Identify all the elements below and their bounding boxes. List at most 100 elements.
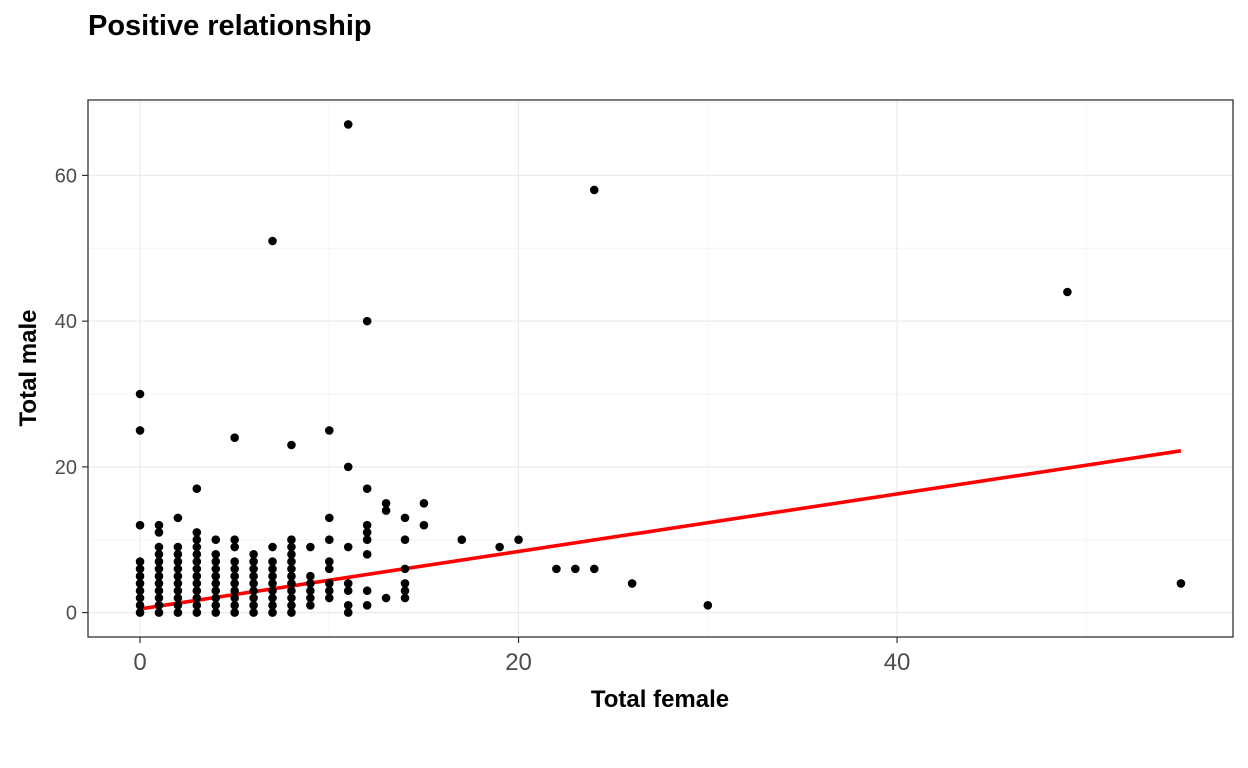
data-point [154,564,164,574]
data-point [589,564,599,574]
data-point [173,571,183,581]
data-point [249,557,258,566]
data-point [211,571,221,581]
data-point [381,593,391,603]
data-point [343,120,353,129]
data-point [268,564,277,574]
data-point [192,564,202,574]
data-point [192,528,202,537]
data-point [211,608,221,617]
data-point [306,586,315,596]
data-point [173,579,183,588]
data-point [325,586,334,596]
data-point [343,586,353,596]
data-point [268,593,277,603]
data-point [230,433,239,443]
data-point [211,557,221,566]
data-point [287,571,296,581]
data-point [343,579,353,588]
data-point [249,608,258,617]
data-point [249,593,258,603]
x-tick-label: 0 [133,649,146,676]
data-point [230,564,239,574]
plot-panel-border [87,99,1234,638]
x-axis-ticks: 0 20 40 [133,637,910,676]
data-point [173,608,183,617]
data-point [211,579,221,588]
data-point [703,601,713,610]
data-point [192,586,202,596]
major-gridlines [88,100,1233,637]
data-point [400,535,410,545]
x-axis-title: Total female [591,686,729,713]
data-point [230,571,239,581]
data-point [230,608,239,617]
data-point [249,579,258,588]
x-tick-label: 40 [884,649,911,676]
data-point [362,520,372,530]
data-point [589,185,599,195]
data-point [249,586,258,596]
data-point [325,579,334,588]
data-point [400,586,410,596]
plot-panel-background [88,100,1233,637]
data-point [495,542,504,552]
data-point [211,564,221,574]
data-point [268,542,277,552]
data-point [306,601,315,610]
data-point [268,579,277,588]
data-point [306,593,315,603]
data-point [362,586,372,596]
data-point [400,564,410,574]
data-point [173,601,183,610]
data-point [135,557,145,566]
data-point [287,564,296,574]
data-point [249,550,258,559]
data-points [135,120,1186,617]
data-point [154,542,164,552]
data-point [192,593,202,603]
data-point [173,550,183,559]
data-point [211,593,221,603]
data-point [192,542,202,552]
y-tick-label: 0 [66,603,77,625]
data-point [154,528,164,537]
data-point [135,586,145,596]
data-point [154,557,164,566]
data-point [268,236,277,246]
data-point [135,426,145,435]
data-point [268,586,277,596]
data-point [306,542,315,552]
data-point [1176,579,1186,588]
data-point [249,564,258,574]
data-point [249,601,258,610]
data-point [627,579,637,588]
data-point [192,571,202,581]
data-point [154,601,164,610]
y-axis-title: Total male [15,310,42,427]
data-point [173,513,183,523]
data-point [419,498,429,508]
data-point [230,535,239,545]
data-point [343,542,353,552]
data-point [400,579,410,588]
data-point [457,535,467,545]
data-point [419,520,429,530]
data-point [400,513,410,523]
data-point [287,579,296,588]
data-point [154,593,164,603]
data-point [552,564,561,574]
data-point [287,535,296,545]
x-tick-label: 20 [505,649,532,676]
data-point [154,571,164,581]
chart-title: Positive relationship [88,10,372,42]
data-point [173,586,183,596]
data-point [268,601,277,610]
data-point [287,557,296,566]
data-point [192,579,202,588]
data-point [192,550,202,559]
data-point [249,571,258,581]
data-point [192,535,202,545]
data-point [287,440,296,450]
data-point [192,608,202,617]
